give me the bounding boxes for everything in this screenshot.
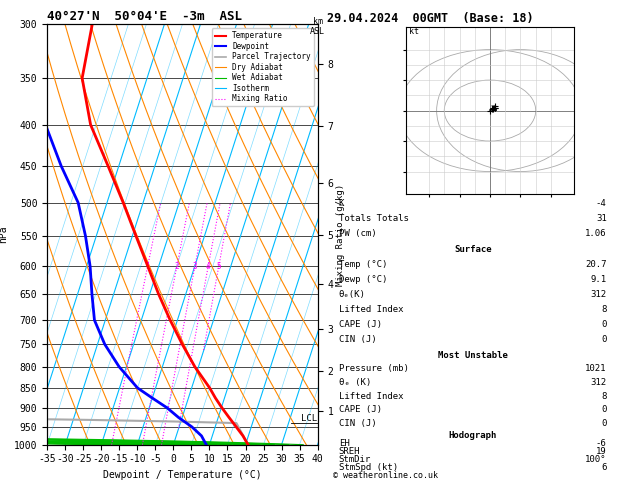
Text: CAPE (J): CAPE (J) bbox=[339, 320, 382, 330]
Text: © weatheronline.co.uk: © weatheronline.co.uk bbox=[333, 471, 438, 480]
Text: CIN (J): CIN (J) bbox=[339, 419, 376, 428]
Text: 5: 5 bbox=[216, 262, 221, 271]
Text: θₑ(K): θₑ(K) bbox=[339, 290, 365, 299]
Text: 0: 0 bbox=[601, 320, 606, 330]
Text: 6: 6 bbox=[601, 463, 606, 472]
X-axis label: Dewpoint / Temperature (°C): Dewpoint / Temperature (°C) bbox=[103, 470, 262, 480]
Text: 3: 3 bbox=[192, 262, 198, 271]
Text: Temp (°C): Temp (°C) bbox=[339, 260, 387, 269]
Text: Lifted Index: Lifted Index bbox=[339, 392, 403, 400]
Text: 100°: 100° bbox=[585, 455, 606, 464]
Text: PW (cm): PW (cm) bbox=[339, 228, 376, 238]
Text: 40°27'N  50°04'E  -3m  ASL: 40°27'N 50°04'E -3m ASL bbox=[47, 10, 242, 23]
Text: 2: 2 bbox=[174, 262, 179, 271]
Y-axis label: Mixing Ratio (g/kg): Mixing Ratio (g/kg) bbox=[336, 183, 345, 286]
Text: 29.04.2024  00GMT  (Base: 18): 29.04.2024 00GMT (Base: 18) bbox=[327, 12, 533, 25]
Text: LCL: LCL bbox=[301, 414, 317, 423]
Text: -4: -4 bbox=[596, 199, 606, 208]
Text: Pressure (mb): Pressure (mb) bbox=[339, 364, 409, 373]
Text: 19: 19 bbox=[596, 447, 606, 456]
Text: 1021: 1021 bbox=[585, 364, 606, 373]
Text: CAPE (J): CAPE (J) bbox=[339, 405, 382, 414]
Text: Hodograph: Hodograph bbox=[448, 431, 497, 440]
Text: 8: 8 bbox=[601, 305, 606, 314]
Text: 20.7: 20.7 bbox=[585, 260, 606, 269]
Text: SREH: SREH bbox=[339, 447, 360, 456]
Text: CIN (J): CIN (J) bbox=[339, 335, 376, 345]
Text: -6: -6 bbox=[596, 439, 606, 448]
Text: Surface: Surface bbox=[454, 244, 491, 254]
Text: 312: 312 bbox=[591, 378, 606, 387]
Text: 1: 1 bbox=[145, 262, 150, 271]
Text: θₑ (K): θₑ (K) bbox=[339, 378, 371, 387]
Text: kt: kt bbox=[409, 27, 419, 36]
Text: 1.06: 1.06 bbox=[585, 228, 606, 238]
Y-axis label: hPa: hPa bbox=[0, 226, 8, 243]
Text: Lifted Index: Lifted Index bbox=[339, 305, 403, 314]
Text: 4: 4 bbox=[206, 262, 211, 271]
Text: 8: 8 bbox=[601, 392, 606, 400]
Text: 0: 0 bbox=[601, 405, 606, 414]
Legend: Temperature, Dewpoint, Parcel Trajectory, Dry Adiabat, Wet Adiabat, Isotherm, Mi: Temperature, Dewpoint, Parcel Trajectory… bbox=[211, 28, 314, 106]
Text: StmSpd (kt): StmSpd (kt) bbox=[339, 463, 398, 472]
Text: 0: 0 bbox=[601, 335, 606, 345]
Text: 0: 0 bbox=[601, 419, 606, 428]
Text: EH: EH bbox=[339, 439, 350, 448]
Text: Dewp (°C): Dewp (°C) bbox=[339, 275, 387, 284]
Text: Totals Totals: Totals Totals bbox=[339, 214, 409, 223]
Text: K: K bbox=[339, 199, 344, 208]
Text: Most Unstable: Most Unstable bbox=[438, 351, 508, 360]
Text: km
ASL: km ASL bbox=[310, 17, 325, 36]
Text: 312: 312 bbox=[591, 290, 606, 299]
Text: 31: 31 bbox=[596, 214, 606, 223]
Text: 9.1: 9.1 bbox=[591, 275, 606, 284]
Text: StmDir: StmDir bbox=[339, 455, 371, 464]
